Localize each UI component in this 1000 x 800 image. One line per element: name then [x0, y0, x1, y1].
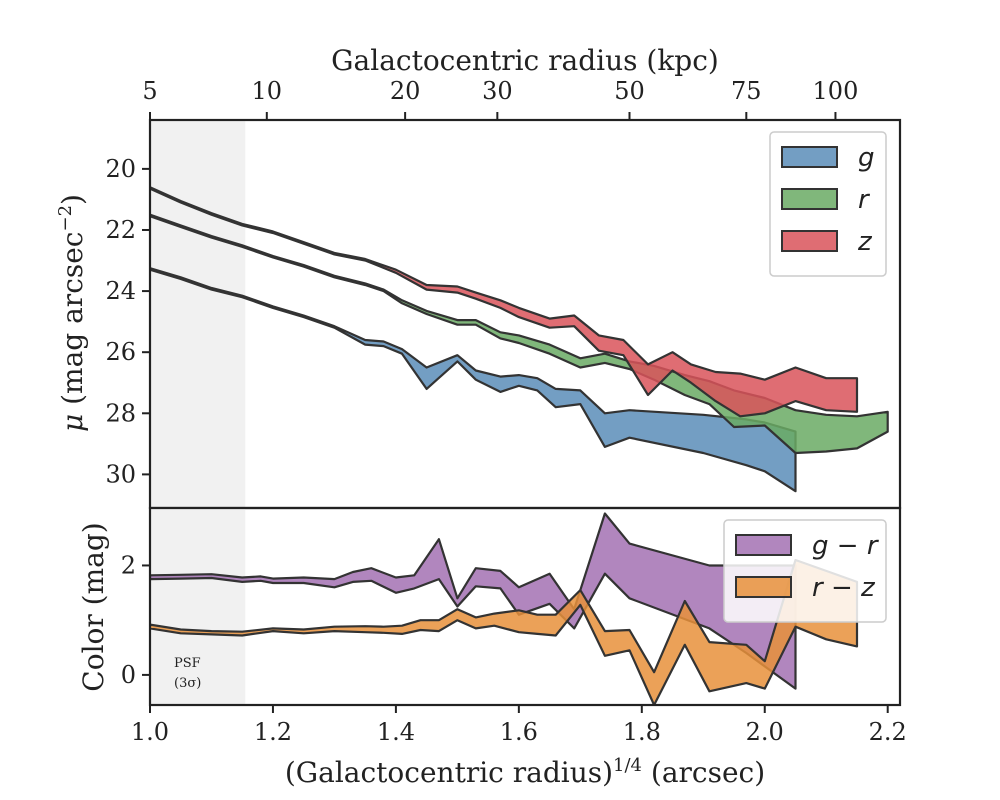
- top-axis-title: Galactocentric radius (kpc): [331, 44, 719, 77]
- y-tick-label: 22: [105, 216, 136, 244]
- top-tick-label: 10: [252, 77, 283, 105]
- legend-label: r − z: [812, 573, 876, 603]
- legend: grz: [769, 131, 887, 277]
- legend-swatch: [735, 534, 792, 556]
- color-panel: 0 2 1.0 1.2 1.4 1.6 1.8 2.0 2.2 PSF (3σ) g − r r − z: [121, 506, 907, 746]
- surface-brightness-panel: 20 22 24 26 28 30 grz: [105, 118, 902, 510]
- x-tick-label: 1.4: [377, 718, 415, 746]
- top-tick-label: 100: [813, 77, 859, 105]
- legend-swatch: [781, 188, 838, 210]
- y-tick-label: 2: [121, 551, 136, 579]
- x-tick-label: 2.2: [869, 718, 907, 746]
- top-y-axis-title-part2: ): [56, 194, 89, 205]
- top-tick-label: 30: [482, 77, 513, 105]
- bottom-y-axis-title: Color (mag): [77, 522, 110, 691]
- top-tick-label: 50: [614, 77, 645, 105]
- top-radius-axis: Galactocentric radius (kpc) 5 10 20 30 50 75 1…: [142, 44, 858, 120]
- series-band-1: [150, 267, 797, 493]
- legend-swatch: [735, 576, 792, 598]
- series-band-2: [150, 213, 889, 455]
- top-tick-label: 5: [142, 77, 157, 105]
- legend-swatch: [781, 146, 838, 168]
- x-tick-label: 1.8: [623, 718, 661, 746]
- x-tick-label: 1.0: [131, 718, 169, 746]
- top-y-axis-title: μ (mag arcsec−2): [55, 194, 89, 432]
- x-axis-title-part1: (Galactocentric radius): [285, 756, 613, 789]
- psf-region: [150, 508, 246, 705]
- top-y-axis-title-exponent: −2: [55, 205, 76, 232]
- legend-swatch: [781, 230, 838, 252]
- legend-label: g − r: [812, 531, 880, 561]
- y-tick-label: 0: [121, 661, 136, 689]
- top-tick-label: 20: [390, 77, 421, 105]
- legend-label: g: [858, 143, 875, 173]
- x-tick-label: 2.0: [746, 718, 784, 746]
- psf-region: [150, 120, 246, 508]
- x-axis-title-part2: (arcsec): [642, 756, 765, 789]
- legend-label: r: [858, 185, 871, 215]
- psf-note-line1: PSF: [174, 656, 201, 671]
- mu-symbol: μ: [56, 414, 89, 432]
- y-tick-label: 20: [105, 155, 136, 183]
- legend-label: z: [857, 227, 873, 257]
- x-axis-title-exponent: 1/4: [613, 755, 642, 776]
- x-axis-title: (Galactocentric radius)1/4 (arcsec): [285, 755, 765, 789]
- y-tick-label: 26: [105, 338, 136, 366]
- x-tick-label: 1.2: [254, 718, 292, 746]
- x-tick-label: 1.6: [500, 718, 538, 746]
- legend: g − r r − z: [723, 519, 887, 623]
- plot-area: [150, 120, 889, 508]
- y-tick-label: 28: [105, 399, 136, 427]
- panel-frame: [148, 506, 902, 707]
- top-tick-label: 75: [731, 77, 762, 105]
- y-tick-label: 30: [105, 460, 136, 488]
- series-band-3: [150, 186, 859, 418]
- psf-note-line2: (3σ): [174, 676, 201, 691]
- top-y-axis-title-part1: (mag arcsec: [56, 232, 89, 414]
- series-band-1: [150, 512, 797, 690]
- series-band-2: [150, 558, 859, 705]
- y-tick-label: 24: [105, 277, 136, 305]
- plot-area: [150, 508, 859, 705]
